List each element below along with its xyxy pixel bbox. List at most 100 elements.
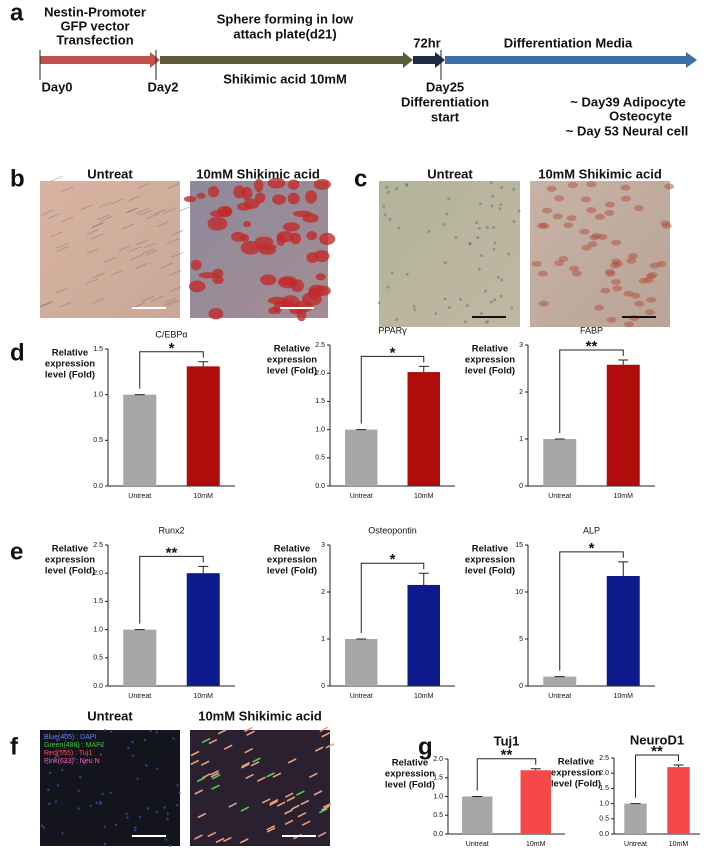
texture xyxy=(136,777,139,781)
y-axis-label: expression xyxy=(45,359,95,370)
bar xyxy=(123,394,157,486)
texture xyxy=(269,798,279,805)
texture xyxy=(48,802,51,805)
y-tick-label: 0 xyxy=(519,483,523,490)
texture xyxy=(128,246,141,253)
texture xyxy=(586,181,597,188)
y-tick-label: 1.0 xyxy=(433,793,443,800)
bar xyxy=(520,770,551,834)
texture xyxy=(385,185,389,189)
arrowhead xyxy=(403,52,413,68)
y-tick-label: 0.0 xyxy=(599,831,609,838)
image xyxy=(379,181,520,327)
y-tick-label: 0.0 xyxy=(93,483,103,490)
texture xyxy=(477,267,481,271)
texture xyxy=(507,252,511,256)
texture xyxy=(319,726,329,733)
texture xyxy=(46,788,50,792)
texture xyxy=(454,235,458,239)
panel-label: a xyxy=(10,0,24,26)
x-tick-label: Untreat xyxy=(128,493,151,500)
texture xyxy=(163,806,166,809)
texture xyxy=(212,276,224,284)
micrograph xyxy=(530,181,675,328)
texture xyxy=(196,192,206,199)
y-axis-label: Relative xyxy=(52,348,88,359)
texture xyxy=(480,254,484,258)
y-tick-label: 1.5 xyxy=(315,398,325,405)
texture xyxy=(77,789,80,792)
texture xyxy=(484,289,488,293)
texture xyxy=(154,208,167,215)
texture xyxy=(318,808,328,814)
texture xyxy=(308,287,321,300)
texture xyxy=(296,307,307,322)
y-tick-label: 1.0 xyxy=(315,426,325,433)
texture xyxy=(442,223,446,227)
y-axis-label: level (Fold) xyxy=(385,780,435,791)
texture xyxy=(64,733,67,736)
texture xyxy=(490,204,494,208)
stain-legend: Red(555) : Tuj1 xyxy=(44,750,92,757)
error-bar xyxy=(618,561,629,577)
x-tick-label: 10mM xyxy=(614,493,634,500)
texture xyxy=(55,287,68,294)
texture xyxy=(254,178,264,193)
texture xyxy=(103,843,107,846)
bar xyxy=(667,767,690,834)
texture xyxy=(176,784,179,787)
texture xyxy=(211,784,220,790)
texture xyxy=(200,760,210,766)
texture xyxy=(39,301,53,308)
texture xyxy=(297,812,307,818)
label: start xyxy=(431,109,460,124)
texture xyxy=(492,225,496,229)
texture xyxy=(593,304,604,311)
texture xyxy=(40,300,53,307)
image-caption: Untreat xyxy=(87,166,133,181)
texture xyxy=(155,731,158,734)
micrograph xyxy=(190,726,335,846)
y-axis-label: Relative xyxy=(558,757,594,768)
y-tick-label: 0 xyxy=(519,683,523,690)
texture xyxy=(434,312,438,316)
texture xyxy=(463,320,467,324)
texture xyxy=(485,225,489,229)
texture xyxy=(194,834,203,840)
texture xyxy=(212,268,224,279)
texture xyxy=(405,183,409,187)
texture xyxy=(157,221,170,227)
texture xyxy=(468,242,472,246)
texture xyxy=(172,737,175,740)
texture xyxy=(266,772,275,778)
micrograph xyxy=(183,177,336,322)
texture xyxy=(490,194,494,198)
texture xyxy=(567,182,578,189)
x-tick-label: Untreat xyxy=(548,493,571,500)
texture xyxy=(55,754,58,757)
timeline-segment xyxy=(160,56,405,64)
texture xyxy=(321,732,330,738)
texture xyxy=(447,197,451,201)
texture xyxy=(50,175,63,182)
texture xyxy=(476,236,480,240)
texture xyxy=(317,831,327,838)
texture xyxy=(569,265,580,272)
texture xyxy=(315,273,326,281)
texture xyxy=(580,196,591,203)
texture xyxy=(287,192,300,205)
texture xyxy=(176,804,179,807)
texture xyxy=(563,222,574,229)
texture xyxy=(276,231,295,243)
texture xyxy=(586,207,597,214)
y-axis-label: level (Fold) xyxy=(267,366,317,377)
texture xyxy=(498,207,502,211)
micrograph xyxy=(377,181,521,327)
significance-bracket xyxy=(635,754,679,798)
texture xyxy=(412,304,416,308)
y-axis-label: Relative xyxy=(472,344,508,355)
texture xyxy=(109,730,113,733)
x-tick-label: Untreat xyxy=(350,493,373,500)
texture xyxy=(287,179,300,190)
bar xyxy=(624,803,647,834)
